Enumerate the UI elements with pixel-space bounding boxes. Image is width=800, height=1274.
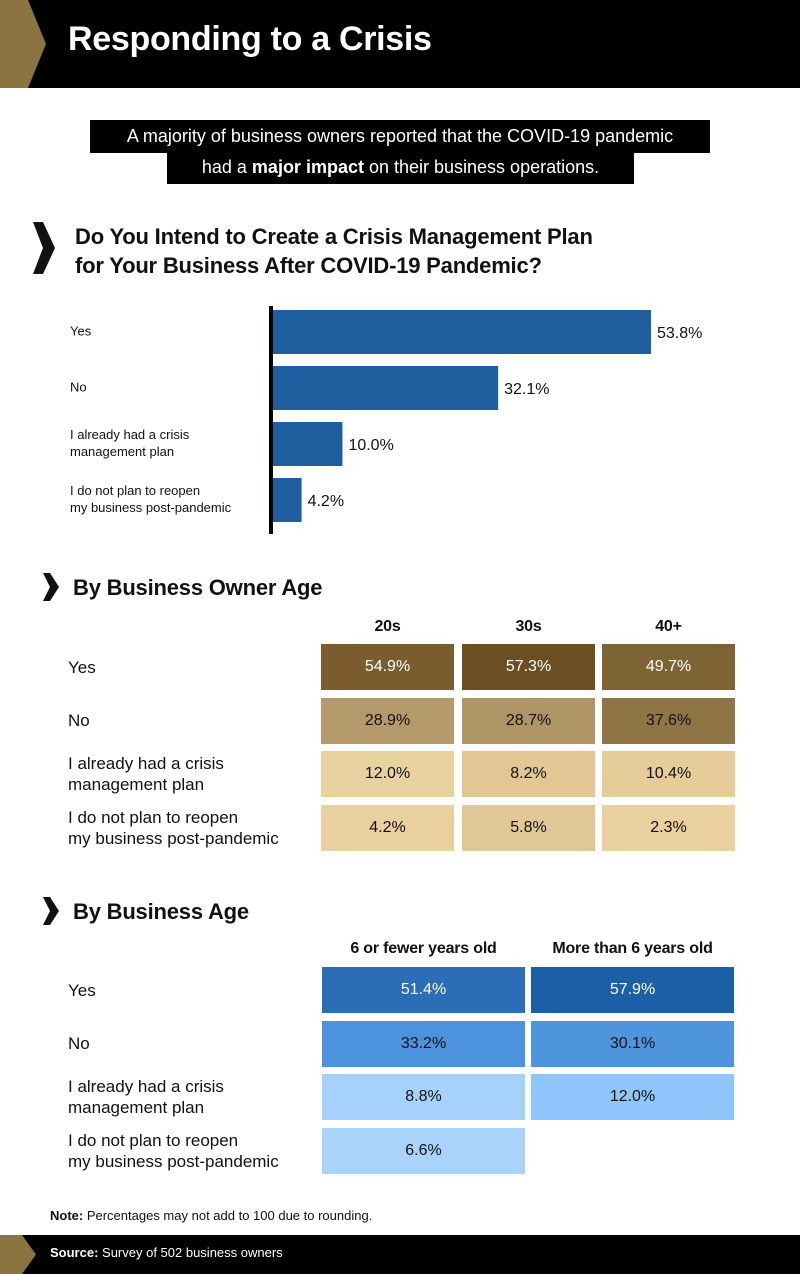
row-label: I already had a crisis management plan <box>68 754 224 794</box>
question-title-line-1: Do You Intend to Create a Crisis Managem… <box>75 224 593 249</box>
table-cell: 37.6% <box>602 697 735 744</box>
column-header: 30s <box>515 618 542 635</box>
chevron-right-icon <box>43 897 59 925</box>
question-title-line-2: for Your Business After COVID-19 Pandemi… <box>75 253 542 278</box>
crisis-plan-bar-chart: 53.8% Yes 32.1% No 10.0% I already had a cris… <box>70 306 702 534</box>
footer-chevron-accent <box>0 1235 36 1274</box>
table-cell: 30.1% <box>531 1020 734 1067</box>
table-cell: 28.7% <box>462 697 595 744</box>
intro-line-2: had a major impact on their business ope… <box>167 151 634 184</box>
intro-line-1: A majority of business owners reported t… <box>90 120 710 153</box>
table-cell: 5.8% <box>462 804 595 851</box>
table-cell: 12.0% <box>531 1074 734 1120</box>
intro-line-2-prefix: had a <box>201 157 252 177</box>
source-line: Source: Survey of 502 business owners <box>50 1245 283 1260</box>
row-label: I already had a crisis management plan <box>68 1077 224 1117</box>
table-cell: 4.2% <box>321 804 454 851</box>
note-text: Percentages may not add to 100 due to ro… <box>83 1208 373 1223</box>
bar-category-label-3: I do not plan to reopen <box>70 483 200 498</box>
table-cell: 6.6% <box>322 1127 525 1174</box>
bar-value-label-1: 32.1% <box>504 381 549 398</box>
business-age-title: By Business Age <box>73 899 249 924</box>
owner-age-title: By Business Owner Age <box>73 575 323 600</box>
bar-category-label-0: Yes <box>70 324 92 339</box>
header-bar <box>0 0 800 88</box>
table-cell: 28.9% <box>321 697 454 744</box>
table-cell: 12.0% <box>321 751 454 797</box>
table-cell: 8.8% <box>322 1074 525 1120</box>
table-cell: 54.9% <box>321 644 454 690</box>
row-label: No <box>68 711 90 730</box>
footnote: Note: Percentages may not add to 100 due… <box>50 1208 372 1223</box>
bar-1 <box>272 366 499 410</box>
bar-0 <box>272 310 651 354</box>
table-cell: 10.4% <box>602 751 735 797</box>
intro-line-2-suffix: on their business operations. <box>363 157 600 177</box>
row-label: No <box>68 1034 90 1053</box>
row-label: Yes <box>68 980 96 1000</box>
table-cell: 57.9% <box>531 967 734 1013</box>
source-label: Source: <box>50 1245 99 1260</box>
source-text: Survey of 502 business owners <box>98 1245 283 1260</box>
page-title: Responding to a Crisis <box>68 20 432 58</box>
bar-value-label-0: 53.8% <box>657 325 702 342</box>
bar-chart-axis <box>269 306 273 534</box>
chevron-right-icon <box>33 222 55 274</box>
bar-value-label-2: 10.0% <box>348 437 393 454</box>
bar-2 <box>272 422 343 466</box>
chevron-right-icon <box>43 573 59 601</box>
table-cell: 51.4% <box>322 967 525 1013</box>
column-header: 6 or fewer years old <box>350 940 497 957</box>
table-cell: 49.7% <box>602 644 735 690</box>
footer-bar <box>0 1235 800 1274</box>
note-label: Note: <box>50 1208 84 1223</box>
header-chevron-accent <box>0 0 46 88</box>
row-label: Yes <box>68 657 96 677</box>
column-header: 20s <box>374 618 401 635</box>
table-cell: 57.3% <box>462 644 595 690</box>
column-header: More than 6 years old <box>552 940 713 957</box>
bar-category-label-2: I already had a crisis <box>70 427 190 442</box>
bar-category-label-2: management plan <box>70 444 174 459</box>
intro-emphasis: major impact <box>251 157 364 177</box>
table-cell: 8.2% <box>462 751 595 797</box>
table-cell: 33.2% <box>322 1020 525 1067</box>
column-header: 40+ <box>655 618 682 635</box>
row-label: I do not plan to reopen my business post-… <box>68 1130 279 1171</box>
bar-value-label-3: 4.2% <box>308 493 344 510</box>
row-label: I do not plan to reopen my business post-… <box>68 807 279 848</box>
table-cell: 2.3% <box>602 804 735 851</box>
bar-category-label-1: No <box>70 380 87 395</box>
bar-3 <box>272 478 302 522</box>
bar-category-label-3: my business post-pandemic <box>70 500 232 515</box>
